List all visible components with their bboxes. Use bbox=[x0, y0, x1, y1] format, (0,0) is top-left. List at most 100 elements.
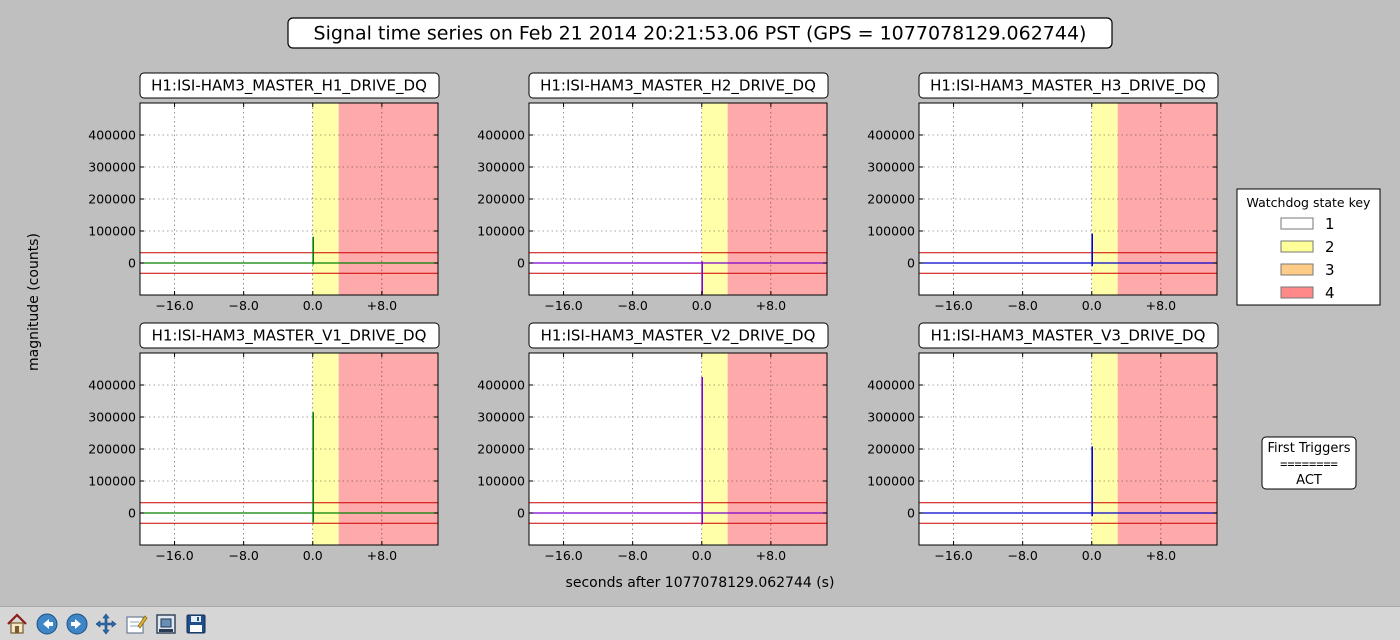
forward-button[interactable] bbox=[63, 610, 91, 638]
legend-items: 1 2 3 4 bbox=[1280, 215, 1335, 302]
x-tick-label: 0.0 bbox=[1082, 298, 1102, 313]
triggers-title: First Triggers bbox=[1267, 441, 1350, 456]
y-tick-label: 200000 bbox=[88, 192, 136, 207]
legend-label: 3 bbox=[1325, 261, 1335, 279]
back-button[interactable] bbox=[33, 610, 61, 638]
legend-title: Watchdog state key bbox=[1247, 195, 1372, 210]
legend-swatch bbox=[1280, 217, 1314, 230]
y-tick-label: 100000 bbox=[88, 224, 136, 239]
x-tick-label: −8.0 bbox=[1007, 298, 1037, 313]
y-tick-label: 300000 bbox=[88, 160, 136, 175]
x-tick-label: −16.0 bbox=[155, 548, 193, 563]
x-tick-label: −8.0 bbox=[228, 298, 258, 313]
subplots-button[interactable] bbox=[122, 610, 150, 638]
y-tick-label: 100000 bbox=[867, 474, 915, 489]
y-tick-label: 200000 bbox=[867, 192, 915, 207]
subplot-title-box bbox=[139, 72, 440, 99]
zoom-button[interactable] bbox=[152, 610, 180, 638]
x-tick-label: −16.0 bbox=[544, 298, 582, 313]
subplot-title: H1:ISI-HAM3_MASTER_H2_DRIVE_DQ bbox=[540, 77, 816, 96]
save-button[interactable] bbox=[182, 610, 210, 638]
home-button[interactable] bbox=[3, 610, 31, 638]
legend-label: 2 bbox=[1325, 238, 1335, 256]
subplot-title-box bbox=[918, 322, 1219, 349]
x-tick-label: +8.0 bbox=[367, 548, 397, 563]
arrow-right-icon bbox=[66, 613, 88, 635]
y-tick-label: 0 bbox=[907, 256, 915, 271]
subplot-title: H1:ISI-HAM3_MASTER_H3_DRIVE_DQ bbox=[930, 77, 1206, 96]
x-tick-label: 0.0 bbox=[1082, 548, 1102, 563]
y-tick-label: 400000 bbox=[88, 378, 136, 393]
subplot-title: H1:ISI-HAM3_MASTER_V1_DRIVE_DQ bbox=[152, 327, 427, 346]
y-axis-label: magnitude (counts) bbox=[26, 233, 42, 371]
y-tick-label: 0 bbox=[517, 256, 525, 271]
y-tick-label: 300000 bbox=[477, 160, 525, 175]
y-tick-label: 200000 bbox=[477, 192, 525, 207]
subplot-title-box bbox=[528, 72, 829, 99]
subplot-title-box bbox=[528, 322, 829, 349]
pan-button[interactable] bbox=[92, 610, 120, 638]
navigation-toolbar bbox=[0, 606, 1400, 640]
legend-swatch bbox=[1280, 286, 1314, 299]
x-tick-label: +8.0 bbox=[1146, 298, 1176, 313]
floppy-disk-icon bbox=[186, 614, 206, 634]
edit-icon bbox=[126, 615, 148, 634]
y-tick-label: 400000 bbox=[88, 128, 136, 143]
x-tick-label: −16.0 bbox=[934, 548, 972, 563]
y-tick-label: 300000 bbox=[88, 410, 136, 425]
subplot-3: −16.0 −8.0 0.0 +8.0 0 100000 200000 300000 40000… bbox=[867, 72, 1219, 313]
subplot-title: H1:ISI-HAM3_MASTER_V2_DRIVE_DQ bbox=[541, 327, 816, 346]
figure-canvas: Signal time series on Feb 21 2014 20:21:… bbox=[0, 0, 1400, 606]
x-tick-label: −16.0 bbox=[544, 548, 582, 563]
y-tick-label: 100000 bbox=[867, 224, 915, 239]
subplot-title: H1:ISI-HAM3_MASTER_V3_DRIVE_DQ bbox=[931, 327, 1206, 346]
y-tick-label: 100000 bbox=[88, 474, 136, 489]
y-tick-label: 300000 bbox=[867, 160, 915, 175]
legend: Watchdog state key 1 2 3 4 bbox=[1236, 188, 1381, 306]
legend-swatch bbox=[1280, 240, 1314, 253]
legend-item-1: 1 bbox=[1280, 215, 1335, 233]
x-tick-label: +8.0 bbox=[756, 548, 786, 563]
legend-item-4: 4 bbox=[1280, 284, 1335, 302]
y-tick-label: 300000 bbox=[867, 410, 915, 425]
x-tick-label: +8.0 bbox=[756, 298, 786, 313]
figure-svg: Signal time series on Feb 21 2014 20:21:… bbox=[26, 17, 1381, 591]
home-icon bbox=[7, 613, 27, 634]
y-tick-label: 0 bbox=[128, 256, 136, 271]
suptitle-box: Signal time series on Feb 21 2014 20:21:… bbox=[287, 17, 1113, 49]
subplot-title: H1:ISI-HAM3_MASTER_H1_DRIVE_DQ bbox=[151, 77, 427, 96]
y-tick-label: 200000 bbox=[88, 442, 136, 457]
x-tick-label: 0.0 bbox=[692, 548, 712, 563]
subplot-1: −16.0 −8.0 0.0 +8.0 0 100000 200000 300000 40000… bbox=[88, 72, 440, 313]
x-tick-label: −16.0 bbox=[934, 298, 972, 313]
legend-item-2: 2 bbox=[1280, 238, 1335, 256]
y-tick-label: 400000 bbox=[867, 128, 915, 143]
subplot-6: −16.0 −8.0 0.0 +8.0 0 100000 200000 300000 40000… bbox=[867, 322, 1219, 563]
y-tick-label: 400000 bbox=[477, 128, 525, 143]
x-tick-label: −16.0 bbox=[155, 298, 193, 313]
move-icon bbox=[95, 613, 117, 635]
x-axis-label: seconds after 1077078129.062744 (s) bbox=[566, 575, 835, 591]
y-tick-label: 400000 bbox=[867, 378, 915, 393]
subplot-title-box bbox=[139, 322, 440, 349]
x-tick-label: −8.0 bbox=[617, 548, 647, 563]
x-tick-label: +8.0 bbox=[367, 298, 397, 313]
y-tick-label: 100000 bbox=[477, 224, 525, 239]
x-tick-label: −8.0 bbox=[617, 298, 647, 313]
legend-label: 1 bbox=[1325, 215, 1335, 233]
suptitle: Signal time series on Feb 21 2014 20:21:… bbox=[314, 23, 1087, 45]
x-tick-label: 0.0 bbox=[303, 548, 323, 563]
y-tick-label: 300000 bbox=[477, 410, 525, 425]
subplot-title-box bbox=[918, 72, 1219, 99]
y-tick-label: 0 bbox=[517, 506, 525, 521]
y-tick-label: 0 bbox=[128, 506, 136, 521]
subplot-4: −16.0 −8.0 0.0 +8.0 0 100000 200000 300000 40000… bbox=[88, 322, 440, 563]
x-tick-label: 0.0 bbox=[303, 298, 323, 313]
x-tick-label: −8.0 bbox=[228, 548, 258, 563]
legend-label: 4 bbox=[1325, 284, 1335, 302]
x-tick-label: +8.0 bbox=[1146, 548, 1176, 563]
triggers-value: ACT bbox=[1296, 473, 1322, 488]
x-tick-label: 0.0 bbox=[692, 298, 712, 313]
subplot-5: −16.0 −8.0 0.0 +8.0 0 100000 200000 300000 40000… bbox=[477, 322, 829, 563]
triggers-separator: ======== bbox=[1280, 457, 1338, 471]
